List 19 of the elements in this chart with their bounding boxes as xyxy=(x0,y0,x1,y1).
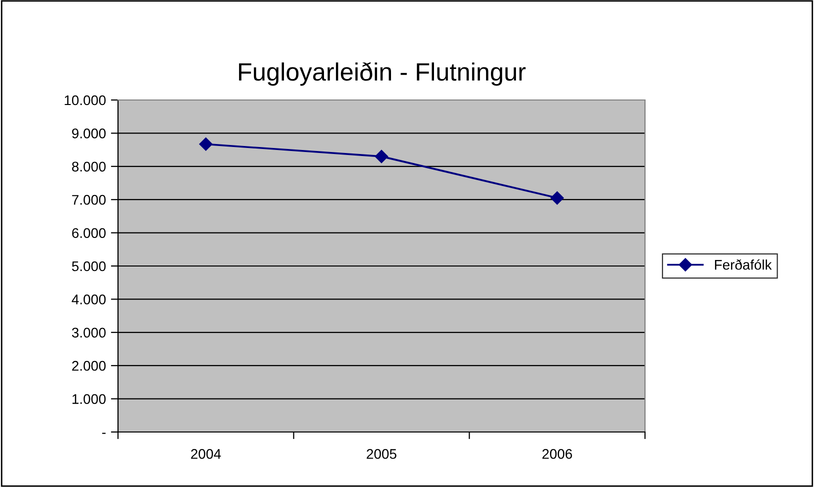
point xyxy=(199,138,212,151)
y-tick-label: 5.000 xyxy=(72,261,106,272)
y-tick-label: 7.000 xyxy=(72,194,106,205)
y-tick-label: 6.000 xyxy=(72,228,106,238)
y-tick-label: 3.000 xyxy=(72,328,106,338)
x-tick-label: 2006 xyxy=(542,449,572,459)
legend-label: Ferðafólk xyxy=(715,259,772,270)
point xyxy=(374,150,388,164)
x-tick-label: 2004 xyxy=(191,449,221,459)
y-tick-label: 4.000 xyxy=(72,294,106,304)
y-tick-label: 10.000 xyxy=(64,95,106,106)
y-tick-label: 9.000 xyxy=(72,128,106,138)
y-tick-label: - xyxy=(102,432,106,434)
chart-title: Fugloyarleiðin - Flutningur xyxy=(239,62,526,86)
y-tick-label: 2.000 xyxy=(72,360,106,371)
y-tick-label: 1.000 xyxy=(72,394,106,404)
point xyxy=(550,191,564,205)
y-tick-label: 8.000 xyxy=(72,162,106,172)
x-tick-label: 2005 xyxy=(366,449,396,459)
